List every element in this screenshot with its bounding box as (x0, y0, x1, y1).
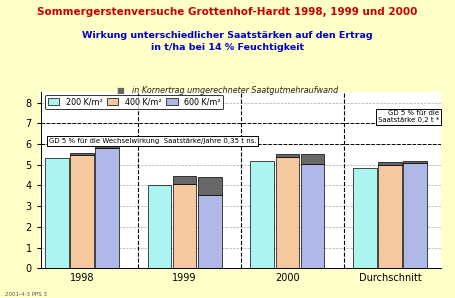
Bar (45, 158, 69, 268)
Text: GD 5 % für die Wechselwirkung  Saatstärke/Jahre 0,35 t ns.: GD 5 % für die Wechselwirkung Saatstärke… (49, 138, 257, 144)
Bar (378, 165, 402, 268)
Text: in Kornertrag umgerechneter Saatgutmehraufwand: in Kornertrag umgerechneter Saatgutmehra… (132, 86, 338, 95)
Bar (276, 154, 299, 156)
Text: ■: ■ (116, 86, 124, 95)
Bar (96, 144, 119, 148)
Bar (404, 161, 427, 163)
Text: Sommergerstenversuche Grottenhof-Hardt 1998, 1999 und 2000: Sommergerstenversuche Grottenhof-Hardt 1… (37, 7, 418, 18)
Bar (70, 153, 94, 156)
Bar (70, 156, 94, 268)
Bar (198, 177, 222, 195)
Bar (148, 185, 172, 268)
Bar (353, 168, 377, 268)
Legend: 200 K/m², 400 K/m², 600 K/m²: 200 K/m², 400 K/m², 600 K/m² (45, 95, 223, 109)
Bar (173, 176, 197, 184)
Bar (404, 163, 427, 268)
Bar (198, 195, 222, 268)
Bar (250, 161, 274, 268)
Text: Wirkung unterschiedlicher Saatstärken auf den Ertrag
in t/ha bei 14 % Feuchtigke: Wirkung unterschiedlicher Saatstärken au… (82, 31, 373, 52)
Text: 2001-4-3 PPS 3: 2001-4-3 PPS 3 (5, 291, 46, 297)
Bar (301, 154, 324, 164)
Bar (173, 184, 197, 268)
Bar (378, 162, 402, 165)
Bar (96, 148, 119, 268)
Bar (276, 156, 299, 268)
Bar (301, 164, 324, 268)
Text: GD 5 % für die
Saatstärke 0,2 t *: GD 5 % für die Saatstärke 0,2 t * (378, 110, 440, 123)
